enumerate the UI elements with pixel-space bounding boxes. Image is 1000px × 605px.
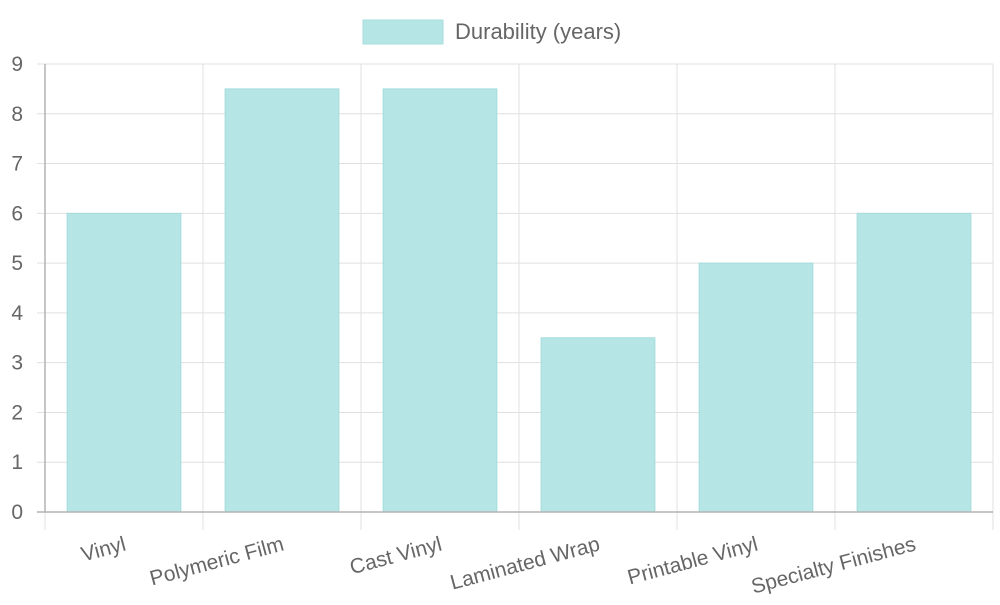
bar-vinyl[interactable] (66, 212, 182, 513)
x-category-label: Polymeric Film (147, 533, 286, 591)
x-category-label: Printable Vinyl (625, 533, 760, 590)
legend-label: Durability (years) (455, 19, 621, 44)
bar-printable-vinyl[interactable] (698, 262, 814, 513)
bars (66, 88, 972, 513)
y-tick-label: 4 (11, 302, 23, 325)
legend[interactable]: Durability (years) (362, 19, 621, 45)
x-category-label: Cast Vinyl (347, 533, 444, 580)
x-category-label: Vinyl (79, 533, 129, 567)
y-tick-label: 9 (11, 53, 23, 76)
y-tick-label: 0 (11, 501, 23, 524)
grid-lines (37, 63, 994, 530)
y-tick-label: 5 (11, 252, 23, 275)
axes (37, 64, 993, 513)
x-category-label: Laminated Wrap (448, 533, 602, 595)
bar-laminated-wrap[interactable] (540, 337, 656, 513)
y-tick-label: 2 (11, 401, 23, 424)
y-tick-label: 1 (11, 451, 23, 474)
x-axis-category-labels: Vinyl Polymeric Film Cast Vinyl Laminated W… (79, 533, 919, 599)
y-axis-tick-labels: 0 1 2 3 4 5 6 7 8 9 (11, 53, 23, 524)
y-tick-label: 7 (11, 153, 23, 176)
bar-specialty-finishes[interactable] (856, 212, 972, 513)
y-tick-label: 6 (11, 202, 23, 225)
y-tick-label: 8 (11, 103, 23, 126)
bar-cast-vinyl[interactable] (382, 88, 498, 513)
bar-polymeric-film[interactable] (224, 88, 340, 513)
x-category-label: Specialty Finishes (749, 533, 918, 599)
y-tick-label: 3 (11, 352, 23, 375)
legend-swatch (362, 19, 444, 45)
